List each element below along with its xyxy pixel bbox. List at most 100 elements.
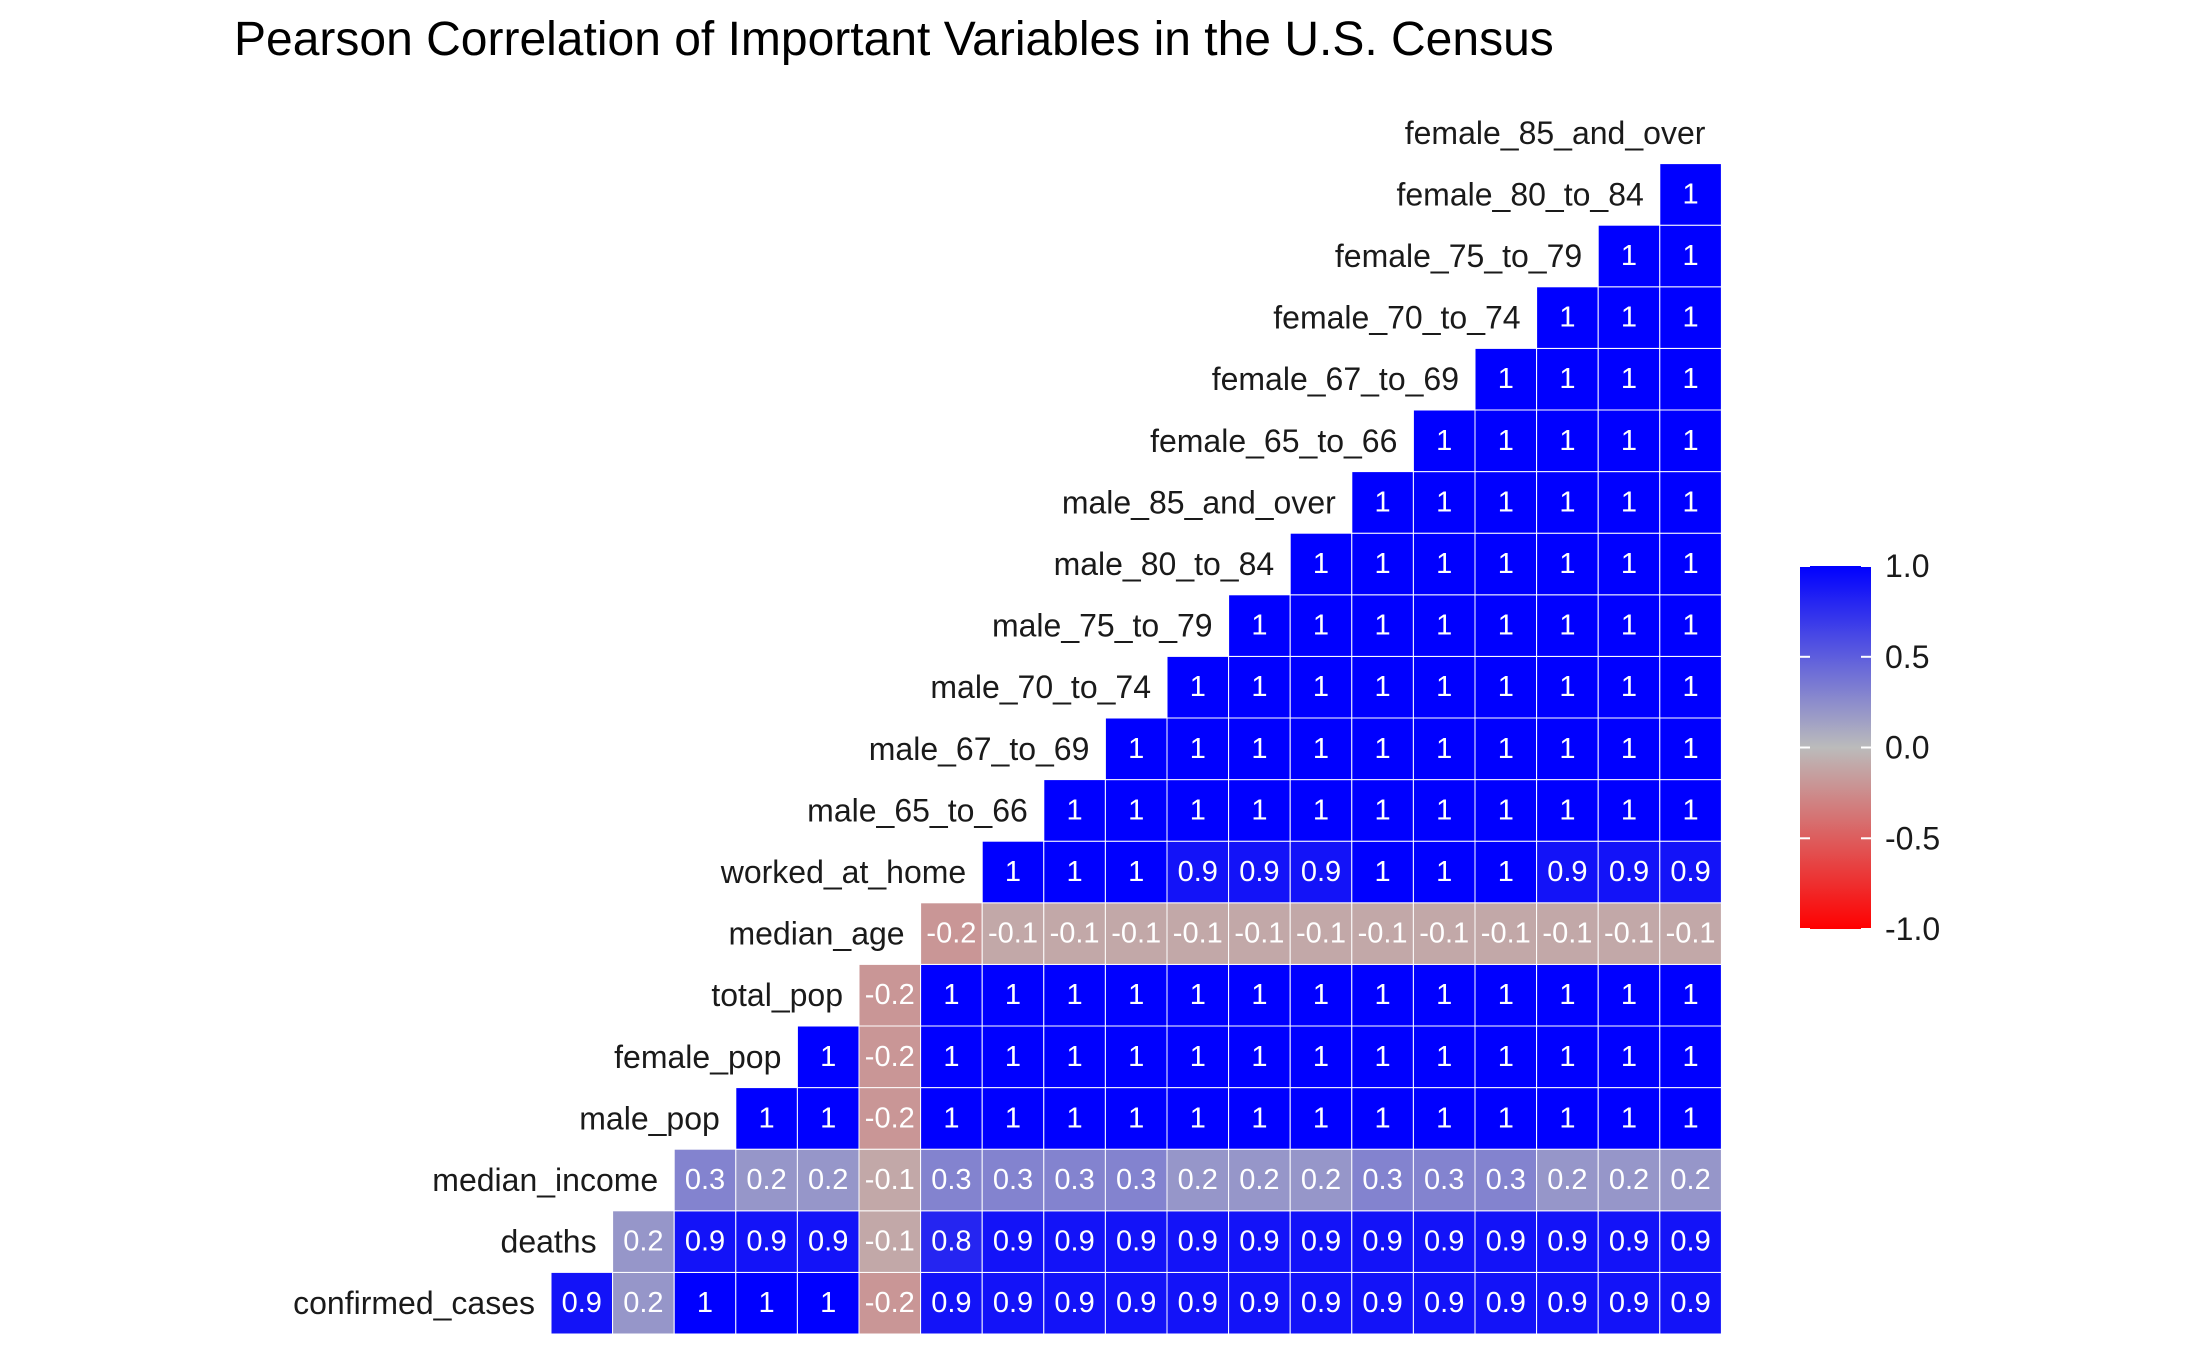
heatmap-cell: [981, 1148, 1045, 1212]
cell-value-label: 1: [1621, 1102, 1637, 1134]
cell-value-label: -0.1: [1234, 918, 1284, 950]
heatmap-cell: [1289, 532, 1353, 596]
heatmap-cell: [858, 1271, 922, 1335]
heatmap-cell: [1289, 1025, 1353, 1089]
cell-value-label: 0.9: [1116, 1226, 1156, 1258]
heatmap-cell: [1228, 1271, 1291, 1335]
cell-value-label: 1: [1683, 671, 1699, 703]
cell-value-label: 1: [1005, 1102, 1021, 1134]
cell-value-label: 1: [1683, 979, 1699, 1011]
cell-value-label: 0.9: [1116, 1287, 1156, 1319]
cell-value-label: 1: [1313, 979, 1329, 1011]
heatmap-cell: [1412, 1025, 1476, 1089]
heatmap-cell: [1289, 1210, 1353, 1273]
cell-value-label: 1: [1559, 548, 1575, 580]
cell-value-label: 1: [1375, 794, 1391, 826]
heatmap-cell: [612, 1210, 675, 1273]
cell-value-label: 1: [1683, 610, 1699, 642]
row-label: confirmed_cases: [293, 1285, 535, 1321]
cell-value-label: 1: [1251, 979, 1267, 1011]
row-label: male_80_to_84: [1054, 546, 1275, 582]
cell-value-label: 1: [1436, 425, 1452, 457]
heatmap-cell: [735, 1148, 798, 1212]
heatmap-cell: [1412, 409, 1476, 473]
cell-value-label: 1: [1498, 979, 1514, 1011]
heatmap-cell: [1659, 594, 1722, 657]
row-label: median_income: [432, 1162, 658, 1198]
cell-value-label: 0.8: [931, 1226, 971, 1258]
cell-value-label: 1: [1375, 671, 1391, 703]
heatmap-cell: [1104, 1087, 1168, 1150]
cell-value-label: 1: [1436, 610, 1452, 642]
cell-value-label: 0.2: [746, 1164, 786, 1196]
cell-value-label: 1: [1683, 548, 1699, 580]
heatmap-cell: [1043, 840, 1106, 904]
cell-value-label: 1: [1436, 794, 1452, 826]
cell-value-label: 0.9: [1609, 1226, 1649, 1258]
row-label: total_pop: [711, 977, 843, 1013]
heatmap-cell: [1228, 1148, 1291, 1212]
heatmap-cell: [920, 1271, 983, 1335]
heatmap-cell: [1659, 902, 1722, 965]
cell-value-label: 1: [1375, 733, 1391, 765]
heatmap-cell: [1289, 1148, 1353, 1212]
cell-value-label: 0.9: [1670, 1226, 1710, 1258]
heatmap-cell: [1659, 717, 1722, 781]
heatmap-cell: [1597, 1087, 1661, 1150]
cell-value-label: 0.9: [993, 1287, 1033, 1319]
cell-value-label: 0.9: [931, 1287, 971, 1319]
cell-value-label: 0.9: [1054, 1226, 1094, 1258]
heatmap-cell: [1659, 286, 1722, 349]
cell-value-label: 1: [1190, 671, 1206, 703]
cell-value-label: 1: [1313, 1041, 1329, 1073]
heatmap-cell: [1536, 1210, 1599, 1273]
chart-title: Pearson Correlation of Important Variabl…: [234, 13, 1554, 66]
cell-value-label: 1: [1313, 671, 1329, 703]
cell-value-label: 1: [1621, 671, 1637, 703]
row-label: female_75_to_79: [1335, 238, 1582, 274]
heatmap-cell: [1351, 1025, 1414, 1089]
cell-value-label: 1: [1559, 794, 1575, 826]
cell-value-label: 1: [1683, 363, 1699, 395]
heatmap-cell: [1659, 779, 1722, 842]
cell-value-label: 1: [1313, 794, 1329, 826]
cell-value-label: 0.3: [931, 1164, 971, 1196]
heatmap-cell: [1597, 224, 1661, 288]
heatmap-cell: [1043, 779, 1106, 842]
cell-value-label: 0.3: [1486, 1164, 1526, 1196]
heatmap-cell: [981, 902, 1045, 965]
cell-value-label: 1: [1128, 794, 1144, 826]
cell-value-label: 1: [1128, 1041, 1144, 1073]
heatmap-cell: [1351, 1087, 1414, 1150]
cell-value-label: 1: [1683, 1102, 1699, 1134]
heatmap-cell: [673, 1148, 737, 1212]
cell-value-label: -0.1: [1419, 918, 1469, 950]
heatmap-cell: [1351, 532, 1414, 596]
cell-value-label: 0.9: [1301, 856, 1341, 888]
heatmap-cell: [796, 1025, 860, 1089]
cell-value-label: 1: [1313, 610, 1329, 642]
heatmap-cell: [1536, 471, 1599, 534]
heatmap-cell: [1536, 532, 1599, 596]
cell-value-label: 1: [820, 1102, 836, 1134]
cell-value-label: 0.9: [1486, 1226, 1526, 1258]
cell-value-label: -0.1: [1296, 918, 1346, 950]
heatmap-cell: [1597, 1148, 1661, 1212]
heatmap-cell: [981, 1210, 1045, 1273]
cell-value-label: 1: [759, 1102, 775, 1134]
heatmap-cell: [1536, 1148, 1599, 1212]
cell-value-label: 0.9: [1178, 1226, 1218, 1258]
heatmap-cell: [1412, 902, 1476, 965]
heatmap-cell: [1536, 840, 1599, 904]
cell-value-label: 1: [1498, 794, 1514, 826]
cell-value-label: 0.9: [1362, 1287, 1402, 1319]
cell-value-label: 1: [1559, 979, 1575, 1011]
heatmap-cell: [1536, 347, 1599, 411]
cell-value-label: 1: [1128, 733, 1144, 765]
cell-value-label: 1: [1559, 363, 1575, 395]
cell-value-label: 0.9: [1239, 1226, 1279, 1258]
heatmap-cell: [1597, 1025, 1661, 1089]
cell-value-label: 1: [1251, 671, 1267, 703]
row-label: female_pop: [614, 1039, 781, 1075]
